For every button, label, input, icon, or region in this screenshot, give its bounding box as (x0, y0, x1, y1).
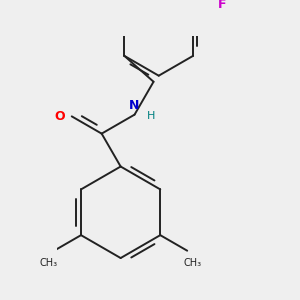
Text: H: H (147, 111, 155, 122)
Text: N: N (129, 99, 140, 112)
Text: CH₃: CH₃ (183, 258, 201, 268)
Text: CH₃: CH₃ (40, 258, 58, 268)
Text: O: O (54, 110, 65, 123)
Text: F: F (218, 0, 226, 11)
